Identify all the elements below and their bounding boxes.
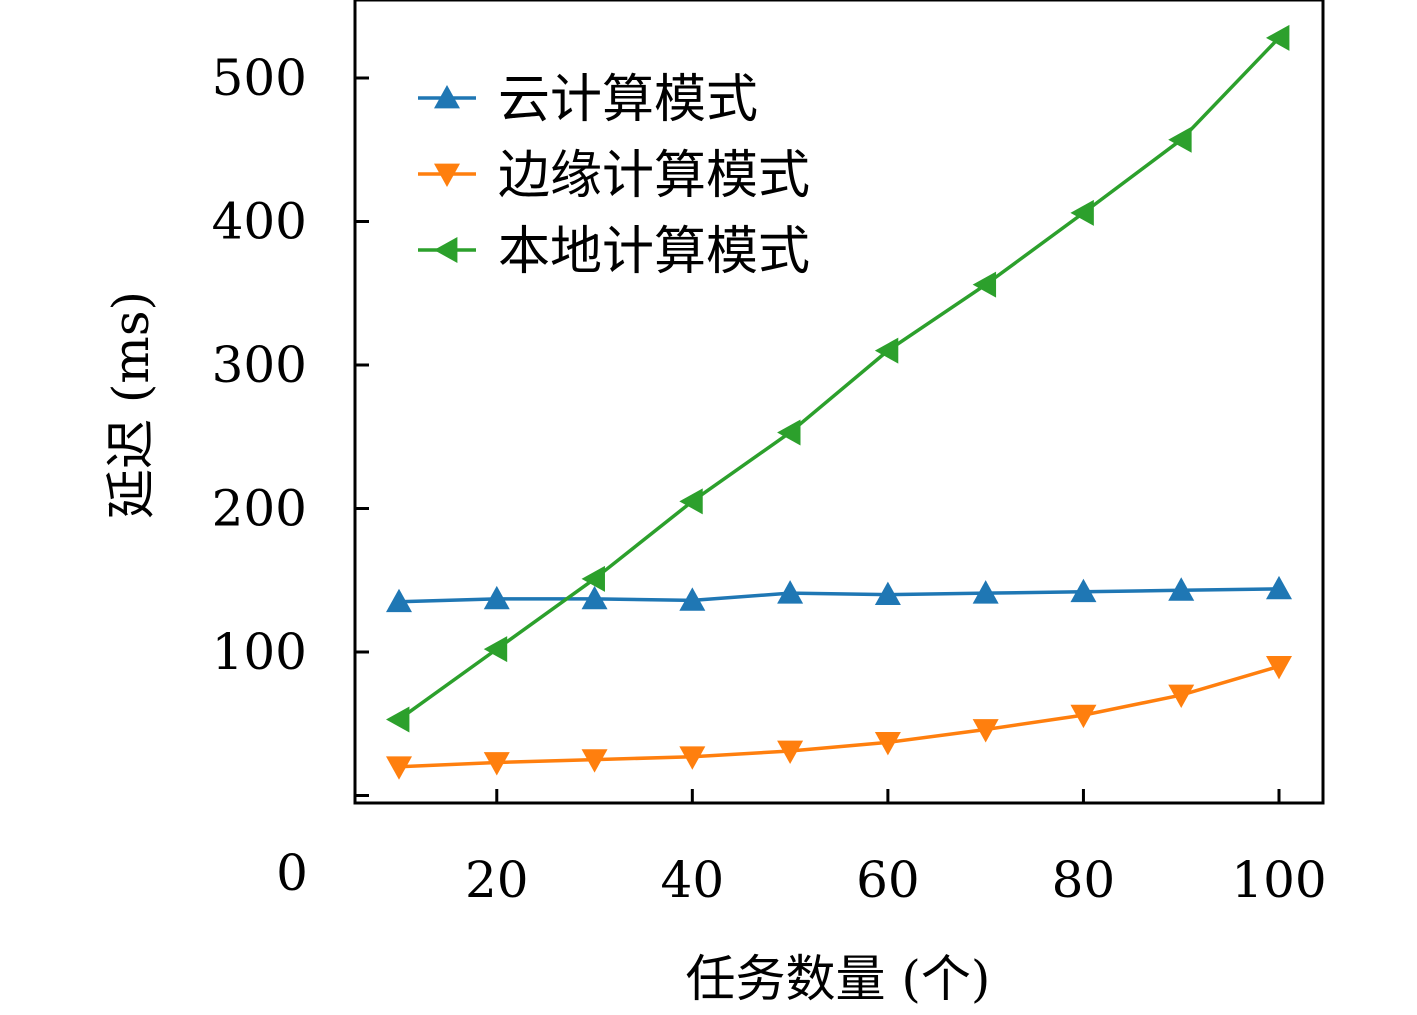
x-tick-label-40: 40 bbox=[661, 851, 725, 909]
data-point-2-10 bbox=[386, 756, 412, 780]
series-3 bbox=[386, 24, 1290, 733]
x-origin-label: 0 bbox=[276, 844, 308, 902]
axis-ticks bbox=[355, 76, 1281, 803]
legend-marker-1 bbox=[434, 85, 460, 109]
series-1 bbox=[386, 575, 1292, 613]
data-point-3-10 bbox=[386, 706, 410, 733]
data-point-2-40 bbox=[679, 746, 706, 770]
data-point-2-90 bbox=[1168, 684, 1195, 709]
y-axis-label: 延迟 (ms) bbox=[102, 291, 160, 519]
data-point-3-90 bbox=[1168, 126, 1192, 153]
data-point-1-40 bbox=[679, 587, 706, 611]
legend-marker-3 bbox=[434, 237, 458, 263]
series-2 bbox=[386, 655, 1292, 780]
data-point-2-100 bbox=[1266, 655, 1292, 680]
y-tick-label-400: 400 bbox=[212, 193, 307, 251]
y-tick-label-500: 500 bbox=[212, 49, 307, 107]
data-point-1-100 bbox=[1266, 575, 1292, 600]
legend-label-2: 边缘计算模式 bbox=[498, 146, 810, 206]
data-point-3-20 bbox=[483, 636, 508, 663]
data-point-2-80 bbox=[1070, 704, 1097, 729]
data-point-3-40 bbox=[679, 488, 703, 515]
x-tick-label-20: 20 bbox=[465, 851, 529, 909]
x-tick-label-80: 80 bbox=[1052, 851, 1116, 909]
data-point-2-30 bbox=[581, 749, 608, 773]
data-point-1-50 bbox=[777, 580, 804, 604]
legend-item-2: 边缘计算模式 bbox=[418, 146, 810, 206]
y-tick-label-100: 100 bbox=[212, 623, 307, 681]
series-line-2 bbox=[398, 664, 1280, 769]
data-point-2-60 bbox=[874, 732, 901, 756]
legend-label-3: 本地计算模式 bbox=[498, 222, 810, 282]
tick-labels: 100 200 300 400 500 20 40 60 80 100 bbox=[212, 49, 1327, 909]
plot-frame bbox=[353, 0, 1325, 805]
data-point-1-80 bbox=[1070, 578, 1097, 603]
data-point-1-60 bbox=[874, 581, 901, 605]
data-point-1-90 bbox=[1168, 577, 1195, 601]
data-point-3-30 bbox=[581, 565, 605, 592]
data-point-2-70 bbox=[972, 719, 999, 743]
y-tick-label-300: 300 bbox=[212, 336, 307, 394]
data-point-3-60 bbox=[874, 337, 899, 364]
data-point-2-50 bbox=[777, 740, 804, 765]
data-point-3-50 bbox=[777, 419, 801, 446]
legend-marker-2 bbox=[434, 163, 460, 187]
y-tick-label-200: 200 bbox=[212, 480, 307, 538]
legend-item-1: 云计算模式 bbox=[418, 70, 758, 130]
data-point-1-30 bbox=[581, 585, 608, 610]
data-point-1-10 bbox=[386, 588, 412, 613]
x-tick-label-60: 60 bbox=[856, 851, 920, 909]
x-tick-label-100: 100 bbox=[1231, 851, 1326, 909]
legend-item-3: 本地计算模式 bbox=[418, 222, 810, 282]
x-axis-label: 任务数量 (个) bbox=[686, 950, 991, 1008]
data-point-2-20 bbox=[483, 752, 510, 776]
series-layer bbox=[386, 24, 1292, 780]
legend-label-1: 云计算模式 bbox=[498, 70, 758, 130]
data-point-3-70 bbox=[972, 271, 997, 298]
data-point-1-70 bbox=[972, 580, 999, 604]
data-point-3-100 bbox=[1266, 24, 1290, 51]
series-line-3 bbox=[397, 36, 1281, 721]
data-point-3-80 bbox=[1070, 199, 1094, 226]
series-line-1 bbox=[398, 587, 1280, 604]
data-point-1-20 bbox=[483, 585, 510, 610]
